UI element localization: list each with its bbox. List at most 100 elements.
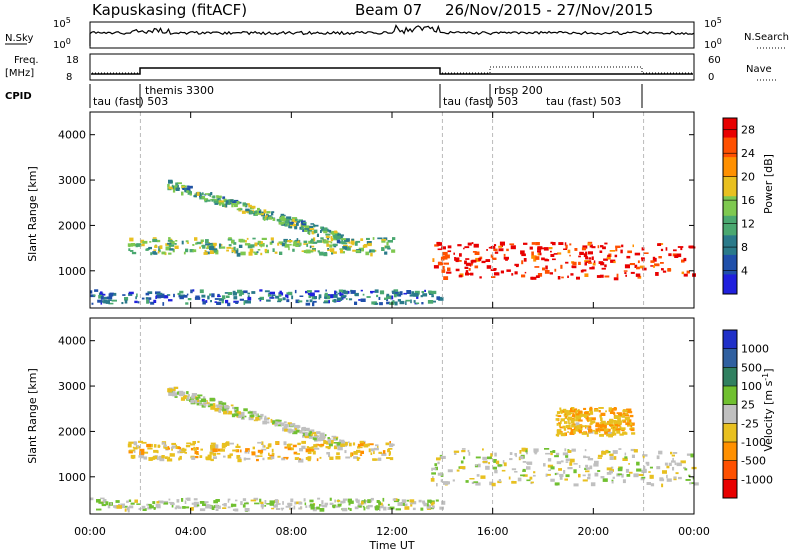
velocity-cell [386, 457, 391, 459]
velocity-cell [296, 453, 300, 455]
power-cell [643, 252, 649, 254]
velocity-cell [431, 505, 435, 509]
power-cell [301, 226, 303, 230]
power-cell [316, 240, 323, 243]
velocity-cell [157, 444, 161, 448]
velocity-cell [257, 455, 263, 457]
power-cell [329, 244, 333, 248]
velocity-cell [649, 466, 653, 469]
velocity-cell [605, 449, 609, 454]
velocity-cell [259, 417, 263, 420]
velocity-cell [220, 407, 225, 410]
power-cell [550, 241, 554, 244]
velocity-cell [271, 448, 274, 453]
velocity-cell [291, 429, 294, 434]
velocity-cell [564, 409, 568, 414]
velocity-dashed-lines [139, 318, 645, 514]
power-cell [366, 296, 371, 298]
velocity-cell [373, 458, 378, 461]
power-cell [200, 239, 204, 242]
power-cell [398, 294, 402, 297]
power-feature-2 [167, 179, 346, 244]
velocity-cell [564, 417, 568, 420]
power-cell [243, 290, 248, 294]
velocity-cell [257, 441, 263, 444]
power-cell [301, 223, 306, 226]
velocity-cell [205, 456, 211, 460]
velocity-cell [579, 428, 583, 430]
velocity-cell [482, 456, 487, 460]
velocity-cell [105, 501, 109, 506]
velocity-cell [571, 414, 575, 418]
power-cell [210, 192, 213, 196]
velocity-cell [586, 433, 589, 437]
power-cell [174, 243, 177, 245]
power-cell [209, 246, 215, 251]
velocity-cell [368, 443, 374, 446]
velocity-cell [656, 455, 660, 460]
velocity-cell [275, 441, 279, 445]
velocity-cell [215, 404, 219, 407]
power-cell [578, 255, 581, 258]
power-cell [332, 294, 338, 298]
power-cell [384, 297, 387, 300]
power-cell [189, 249, 194, 253]
power-cell [280, 242, 283, 246]
velocity-cell [293, 451, 298, 455]
velocity-cell [313, 437, 317, 441]
velocity-cell [212, 452, 217, 456]
velocity-cell [310, 449, 315, 451]
velocity-cell [347, 498, 352, 503]
velocity-cell [522, 470, 526, 472]
velocity-cell [585, 416, 589, 420]
power-colorbar-label-4: 20 [741, 171, 755, 184]
power-cell [94, 289, 99, 292]
velocity-cell [603, 424, 607, 429]
velocity-cell [600, 412, 606, 416]
power-cell [514, 271, 518, 275]
velocity-cell [363, 443, 369, 448]
velocity-cell [611, 479, 614, 482]
velocity-cell [167, 446, 170, 449]
power-cell [413, 293, 419, 297]
power-cell [464, 246, 470, 249]
velocity-cell [580, 414, 586, 417]
power-cell [591, 246, 596, 249]
power-cell [162, 302, 165, 306]
velocity-cell [468, 451, 471, 456]
power-cell [491, 276, 496, 278]
velocity-cell [630, 428, 635, 432]
power-cell [360, 238, 364, 241]
power-x-ticks [89, 112, 695, 308]
velocity-cell [319, 435, 322, 439]
power-cell [308, 225, 314, 228]
velocity-cell [155, 503, 161, 508]
velocity-cell [180, 397, 185, 401]
velocity-cell [193, 501, 199, 505]
velocity-cell [303, 433, 305, 437]
power-cell [166, 294, 171, 296]
velocity-cell [301, 440, 306, 444]
velocity-cell [293, 505, 296, 510]
velocity-cell [583, 455, 587, 459]
power-cell [231, 203, 234, 208]
velocity-cell [331, 435, 337, 438]
velocity-cell [271, 507, 275, 510]
velocity-cell [606, 467, 612, 471]
power-cell [386, 301, 391, 305]
power-cell [201, 294, 206, 298]
velocity-cell [547, 458, 552, 462]
power-cell [641, 247, 645, 251]
power-cell [129, 237, 134, 242]
power-cell [576, 276, 580, 280]
power-cell [184, 188, 186, 193]
power-cell [665, 247, 668, 251]
power-cell [127, 243, 133, 247]
power-cell [521, 260, 524, 265]
velocity-cell [113, 505, 118, 508]
velocity-cell [397, 502, 403, 506]
velocity-cell [164, 447, 168, 449]
velocity-cell [303, 498, 306, 502]
velocity-cell [177, 506, 182, 509]
power-cell [463, 247, 465, 250]
